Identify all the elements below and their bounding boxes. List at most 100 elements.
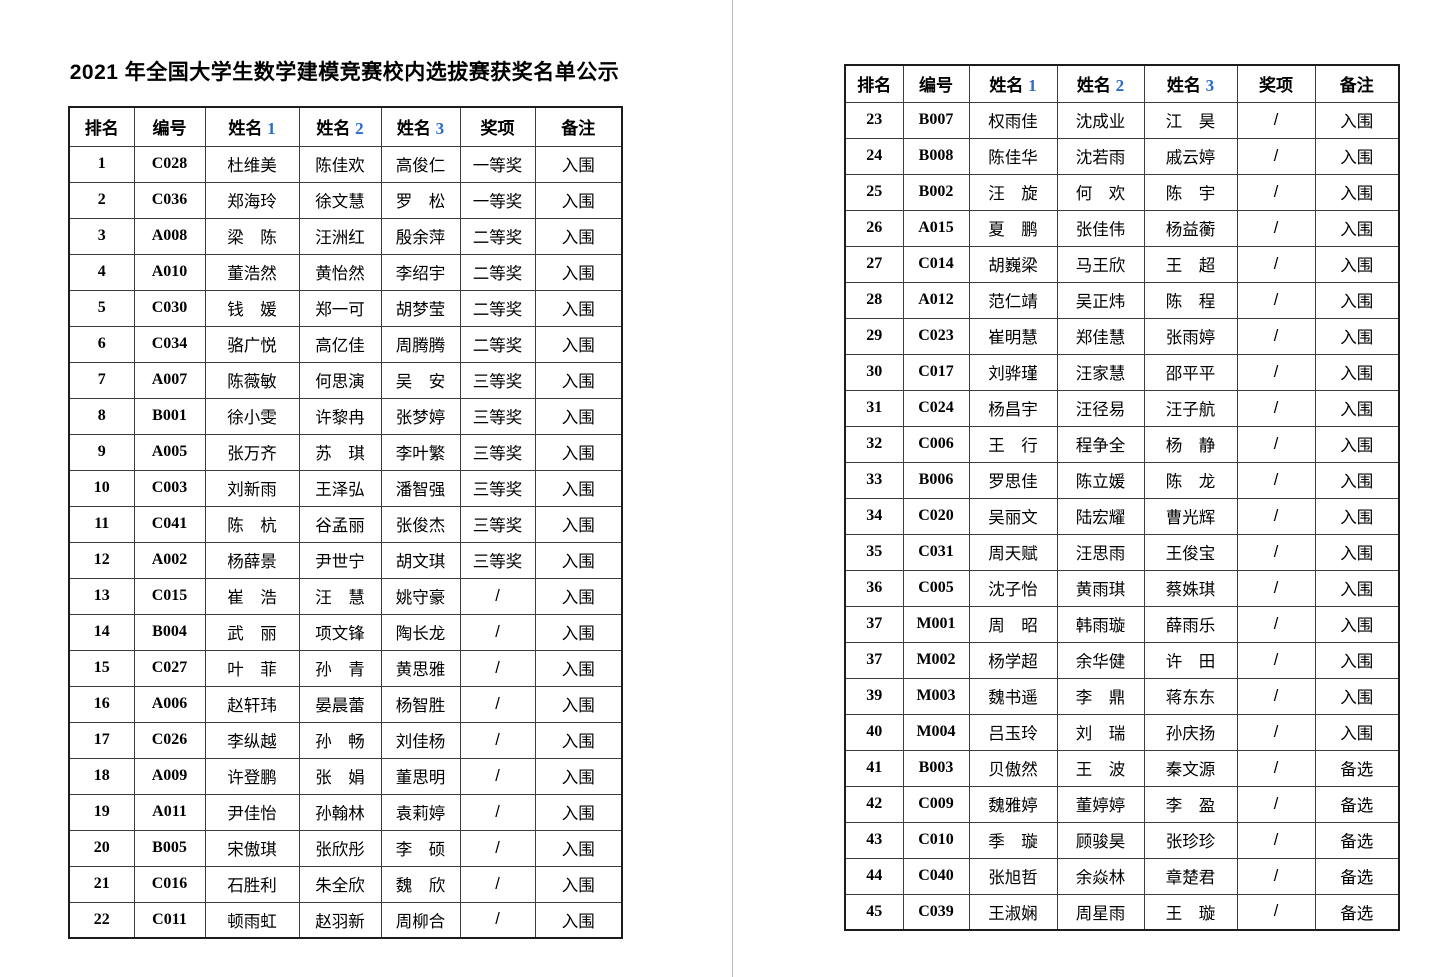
cell-note: 入围 — [1314, 281, 1400, 319]
cell-code: A005 — [133, 433, 206, 471]
cell-name-1: 许登鹏 — [204, 757, 300, 795]
cell-name-3: 胡梦莹 — [380, 289, 461, 327]
cell-name-3: 张雨婷 — [1143, 317, 1238, 355]
cell-rank: 26 — [844, 209, 904, 247]
cell-code: A007 — [133, 361, 206, 399]
cell-rank: 33 — [844, 461, 904, 499]
cell-name-3: 张珍珍 — [1143, 821, 1238, 859]
table-row: 7 A007 陈薇敏 何思演吴 安三等奖 入围 — [68, 361, 623, 399]
table-row: 1 C028 杜维美 陈佳欢 高俊仁 一等奖 入围 — [68, 145, 623, 183]
cell-name-3: 周柳合 — [380, 901, 461, 939]
cell-code: A012 — [902, 281, 970, 319]
cell-name-1: 魏雅婷 — [968, 785, 1058, 823]
column-header-name-2: 姓名 2 — [298, 106, 382, 147]
cell-code: C026 — [133, 721, 206, 759]
cell-note: 入围 — [1314, 425, 1400, 463]
cell-award: / — [1236, 641, 1316, 679]
cell-name-1: 魏书遥 — [968, 677, 1058, 715]
cell-rank: 20 — [68, 829, 135, 867]
table-row: 29 C023 崔明慧 郑佳慧 张雨婷 / 入围 — [844, 317, 1400, 355]
page-left: 2021 年全国大学生数学建模竞赛校内选拔赛获奖名单公示 排名 编号 姓名 1 姓名 … — [68, 61, 623, 939]
cell-name-2: 陈立媛 — [1056, 461, 1145, 499]
cell-note: 入围 — [534, 505, 623, 543]
cell-rank: 28 — [844, 281, 904, 319]
cell-name-3: 周腾腾 — [380, 325, 461, 363]
cell-award: / — [459, 793, 536, 831]
cell-award: 二等奖 — [459, 217, 536, 255]
table-row: 21 C016 石胜利 朱全欣魏 欣 / 入围 — [68, 865, 623, 903]
cell-note: 入围 — [534, 577, 623, 615]
cell-name-2: 董婷婷 — [1056, 785, 1145, 823]
cell-rank: 18 — [68, 757, 135, 795]
cell-code: C024 — [902, 389, 970, 427]
table-row: 2 C036 郑海玲 徐文慧罗 松一等奖 入围 — [68, 181, 623, 219]
cell-rank: 27 — [844, 245, 904, 283]
cell-name-3: 章楚君 — [1143, 857, 1238, 895]
table-row: 13 C015 崔 浩汪 慧姚守豪 / 入围 — [68, 577, 623, 615]
table-row: 15 C027 叶 菲孙 青黄思雅 / 入围 — [68, 649, 623, 687]
cell-name-2: 汪洲红 — [298, 217, 382, 255]
cell-name-3: 杨益蘅 — [1143, 209, 1238, 247]
cell-award: / — [459, 577, 536, 615]
table-row: 41 B003 贝傲然王 波秦文源 / 备选 — [844, 749, 1400, 787]
cell-note: 备选 — [1314, 857, 1400, 895]
column-header-name-1: 姓名 1 — [968, 64, 1058, 103]
table-row: 31 C024 杨昌宇 汪径易 汪子航 / 入围 — [844, 389, 1400, 427]
cell-name-1: 董浩然 — [204, 253, 300, 291]
cell-award: 一等奖 — [459, 145, 536, 183]
cell-name-1: 陈薇敏 — [204, 361, 300, 399]
cell-name-1: 汪 旋 — [968, 173, 1058, 211]
cell-name-1: 李纵越 — [204, 721, 300, 759]
cell-code: C031 — [902, 533, 970, 571]
table-row: 28 A012 范仁靖 吴正炜陈 程 / 入围 — [844, 281, 1400, 319]
cell-code: B007 — [902, 101, 970, 139]
cell-name-2: 汪家慧 — [1056, 353, 1145, 391]
cell-code: A011 — [133, 793, 206, 831]
cell-note: 入围 — [1314, 209, 1400, 247]
cell-name-1: 骆广悦 — [204, 325, 300, 363]
cell-award: / — [1236, 281, 1316, 319]
cell-name-2: 孙翰林 — [298, 793, 382, 831]
cell-rank: 45 — [844, 893, 904, 931]
cell-code: C023 — [902, 317, 970, 355]
table-row: 45 C039 王淑娴 周星雨王 璇 / 备选 — [844, 893, 1400, 931]
cell-name-2: 顾骏昊 — [1056, 821, 1145, 859]
cell-name-3: 陶长龙 — [380, 613, 461, 651]
cell-name-3: 孙庆扬 — [1143, 713, 1238, 751]
cell-name-1: 陈佳华 — [968, 137, 1058, 175]
cell-rank: 34 — [844, 497, 904, 535]
cell-rank: 1 — [68, 145, 135, 183]
cell-rank: 30 — [844, 353, 904, 391]
cell-name-1: 杨学超 — [968, 641, 1058, 679]
cell-award: / — [459, 613, 536, 651]
cell-name-3: 魏 欣 — [380, 865, 461, 903]
cell-name-3: 李绍宇 — [380, 253, 461, 291]
cell-note: 入围 — [534, 289, 623, 327]
cell-code: C020 — [902, 497, 970, 535]
cell-rank: 10 — [68, 469, 135, 507]
cell-code: M002 — [902, 641, 970, 679]
cell-rank: 32 — [844, 425, 904, 463]
cell-name-3: 张俊杰 — [380, 505, 461, 543]
cell-rank: 25 — [844, 173, 904, 211]
cell-name-2: 汪径易 — [1056, 389, 1145, 427]
cell-note: 备选 — [1314, 821, 1400, 859]
cell-name-2: 高亿佳 — [298, 325, 382, 363]
cell-note: 入围 — [1314, 569, 1400, 607]
cell-award: / — [1236, 317, 1316, 355]
table-row: 37 M001 周 昭韩雨璇 薛雨乐 / 入围 — [844, 605, 1400, 643]
cell-name-2: 黄怡然 — [298, 253, 382, 291]
cell-name-1: 赵轩玮 — [204, 685, 300, 723]
cell-name-1: 崔明慧 — [968, 317, 1058, 355]
cell-note: 备选 — [1314, 785, 1400, 823]
cell-code: B004 — [133, 613, 206, 651]
cell-name-2: 许黎冉 — [298, 397, 382, 435]
cell-code: A015 — [902, 209, 970, 247]
cell-name-1: 崔 浩 — [204, 577, 300, 615]
cell-award: / — [1236, 605, 1316, 643]
cell-note: 入围 — [534, 217, 623, 255]
cell-name-3: 姚守豪 — [380, 577, 461, 615]
table-row: 10 C003 刘新雨 王泽弘 潘智强 三等奖 入围 — [68, 469, 623, 507]
cell-rank: 16 — [68, 685, 135, 723]
